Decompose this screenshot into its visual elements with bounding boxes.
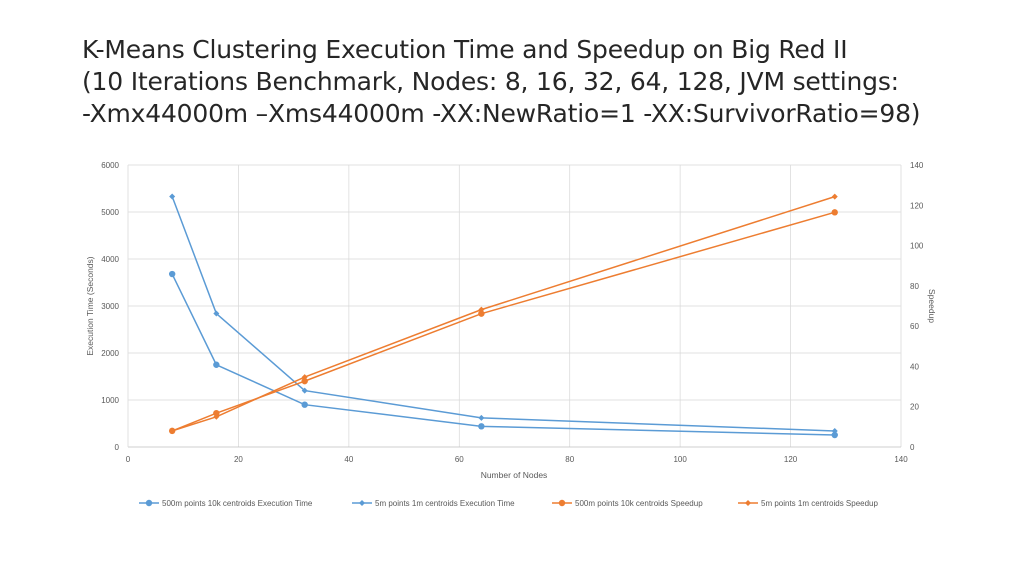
series-3 bbox=[168, 209, 838, 435]
data-point bbox=[213, 413, 220, 420]
series-line bbox=[171, 211, 835, 432]
data-point bbox=[301, 377, 308, 385]
series-line bbox=[171, 273, 835, 436]
y-axis-title: Execution Time (Seconds) bbox=[85, 256, 95, 355]
y-tick-label: 1000 bbox=[101, 396, 119, 405]
data-point bbox=[168, 270, 176, 278]
data-point bbox=[831, 209, 838, 216]
legend-marker bbox=[745, 500, 751, 506]
legend-entry-1: 500m points 10k centroids Execution Time bbox=[139, 499, 313, 508]
data-point bbox=[301, 401, 308, 408]
data-point bbox=[213, 409, 220, 417]
tick-labels: 0 20 40 60 80 100 120 1400100020003000400050006… bbox=[101, 161, 924, 464]
y2-tick-label: 60 bbox=[910, 322, 919, 331]
data-point bbox=[169, 193, 176, 200]
y2-tick-label: 0 bbox=[910, 443, 915, 452]
series-line bbox=[171, 196, 835, 432]
series-1 bbox=[168, 270, 838, 439]
series-4 bbox=[169, 193, 838, 434]
legend-label: 5m points 1m centroids Execution Time bbox=[375, 499, 515, 508]
y-tick-label: 4000 bbox=[101, 255, 119, 264]
legend-label: 500m points 10k centroids Execution Time bbox=[162, 499, 313, 508]
y2-axis-title: Speedup bbox=[927, 289, 937, 323]
data-point bbox=[213, 361, 220, 368]
y-tick-label: 6000 bbox=[101, 161, 119, 170]
title-line-2: (10 Iterations Benchmark, Nodes: 8, 16, … bbox=[82, 67, 899, 96]
x-tick-label: 100 bbox=[673, 455, 687, 464]
y-tick-label: 5000 bbox=[101, 208, 119, 217]
data-point bbox=[831, 431, 838, 439]
legend-marker bbox=[145, 499, 153, 507]
series-layer bbox=[168, 193, 838, 439]
legend-label: 5m points 1m centroids Speedup bbox=[761, 499, 879, 508]
axes bbox=[127, 165, 901, 448]
legend-marker bbox=[558, 499, 566, 507]
legend-entry-4: 5m points 1m centroids Speedup bbox=[738, 499, 879, 508]
data-point bbox=[301, 387, 308, 394]
y-tick-label: 2000 bbox=[101, 349, 119, 358]
data-point bbox=[478, 414, 485, 421]
data-point bbox=[169, 427, 176, 434]
data-point bbox=[478, 306, 485, 313]
y2-tick-label: 20 bbox=[910, 403, 919, 412]
y2-tick-label: 100 bbox=[910, 242, 924, 251]
y2-tick-label: 120 bbox=[910, 201, 924, 210]
legend-entry-3: 500m points 10k centroids Speedup bbox=[552, 499, 703, 508]
x-tick-label: 60 bbox=[455, 455, 464, 464]
data-point bbox=[831, 428, 838, 435]
x-tick-label: 0 bbox=[126, 455, 131, 464]
x-tick-label: 40 bbox=[344, 455, 353, 464]
x-axis-title: Number of Nodes bbox=[481, 470, 548, 480]
series-2 bbox=[169, 193, 838, 435]
legend-marker bbox=[359, 500, 365, 506]
x-tick-label: 80 bbox=[565, 455, 574, 464]
x-tick-label: 120 bbox=[784, 455, 798, 464]
title-line-1: K-Means Clustering Execution Time and Sp… bbox=[82, 35, 848, 64]
legend-entry-2: 5m points 1m centroids Execution Time bbox=[352, 499, 515, 508]
y2-tick-label: 40 bbox=[910, 362, 919, 371]
legend-label: 500m points 10k centroids Speedup bbox=[575, 499, 703, 508]
series-line bbox=[171, 195, 835, 432]
y-tick-label: 0 bbox=[115, 443, 120, 452]
x-tick-label: 140 bbox=[894, 455, 908, 464]
title-line-3: -Xmx44000m –Xms44000m -XX:NewRatio=1 -XX… bbox=[82, 99, 921, 128]
x-tick-label: 20 bbox=[234, 455, 243, 464]
y-tick-label: 3000 bbox=[101, 302, 119, 311]
legend: 500m points 10k centroids Execution Time… bbox=[139, 499, 879, 508]
gridlines bbox=[128, 164, 902, 447]
data-point bbox=[301, 374, 308, 381]
data-point bbox=[478, 310, 485, 317]
y2-tick-label: 140 bbox=[910, 161, 924, 170]
data-point bbox=[478, 423, 485, 430]
data-point bbox=[831, 193, 838, 200]
slide-title: K-Means Clustering Execution Time and Sp… bbox=[82, 34, 1002, 130]
y2-tick-label: 80 bbox=[910, 282, 919, 291]
data-point bbox=[213, 310, 220, 317]
